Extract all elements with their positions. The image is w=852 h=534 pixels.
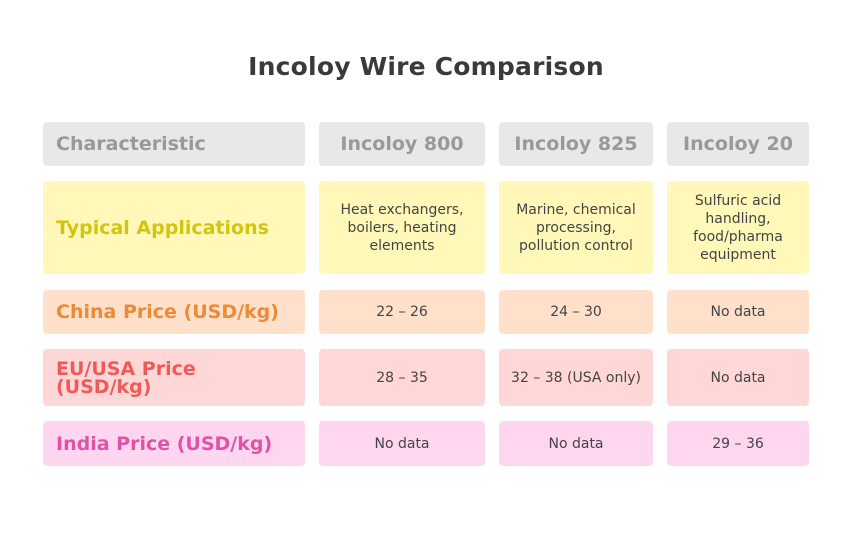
page-title: Incoloy Wire Comparison (248, 52, 604, 81)
cell-eu-usa-800: 28 – 35 (319, 349, 485, 406)
cell-china-825: 24 – 30 (499, 290, 653, 334)
row-label-applications: Typical Applications (43, 181, 305, 274)
cell-india-20: 29 – 36 (667, 421, 809, 466)
cell-india-825: No data (499, 421, 653, 466)
cell-applications-20: Sulfuric acid handling, food/pharma equi… (667, 181, 809, 274)
header-incoloy-20: Incoloy 20 (667, 122, 809, 166)
cell-applications-825: Marine, chemical processing, pollution c… (499, 181, 653, 274)
cell-china-20: No data (667, 290, 809, 334)
row-label-india-price: India Price (USD/kg) (43, 421, 305, 466)
row-label-eu-usa-price: EU/USA Price (USD/kg) (43, 349, 305, 406)
row-label-china-price: China Price (USD/kg) (43, 290, 305, 334)
cell-eu-usa-20: No data (667, 349, 809, 406)
cell-eu-usa-825: 32 – 38 (USA only) (499, 349, 653, 406)
cell-india-800: No data (319, 421, 485, 466)
cell-applications-800: Heat exchangers, boilers, heating elemen… (319, 181, 485, 274)
header-incoloy-825: Incoloy 825 (499, 122, 653, 166)
cell-china-800: 22 – 26 (319, 290, 485, 334)
header-incoloy-800: Incoloy 800 (319, 122, 485, 166)
header-characteristic: Characteristic (43, 122, 305, 166)
